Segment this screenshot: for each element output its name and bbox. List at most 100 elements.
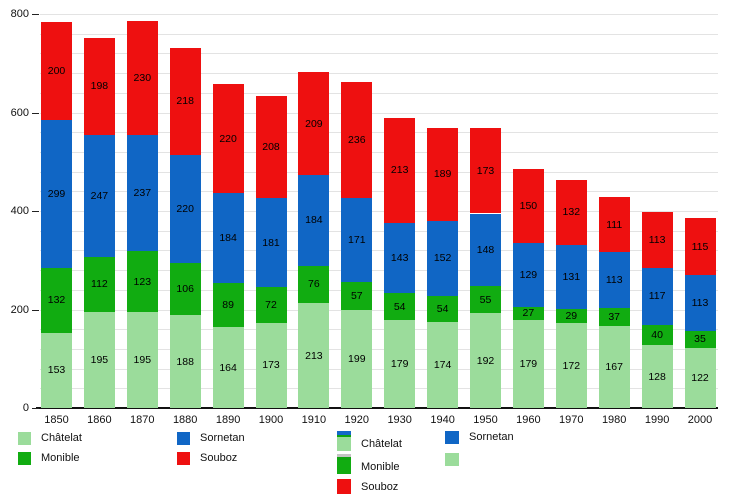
bar-value-label: 188: [176, 355, 194, 368]
bar-segment-souboz: [298, 72, 330, 175]
bar-value-label: 123: [133, 275, 152, 288]
bar-segment-monible: [384, 293, 416, 320]
bar-segment-souboz: [512, 169, 544, 243]
bar-value-label: 220: [176, 203, 194, 215]
bar-segment-monible: [641, 325, 673, 345]
bar-1940: 174 54 152 189: [427, 0, 459, 408]
bar-segment-souboz: [212, 84, 244, 193]
bar-1880: 188 106 220 218: [169, 0, 201, 408]
legend-swatch-layer: [18, 432, 31, 445]
bar-segment-chtelat: [427, 322, 459, 408]
legend-item-monible: Monible: [337, 454, 537, 474]
bar-value-label: 153: [47, 364, 66, 377]
legend-swatch-layer: [337, 457, 351, 460]
legend-item-souboz: Souboz: [337, 479, 537, 494]
bar-value-label: 55: [479, 293, 492, 306]
bar-value-label: 40: [651, 329, 663, 342]
gridline: [40, 309, 718, 311]
bar-1950: 192 55 148 173: [470, 0, 501, 408]
bar-segment-chtelat: [83, 312, 115, 408]
y-axis-label: 600: [10, 106, 29, 119]
y-axis-tick: [32, 112, 39, 114]
y-axis-tick: [32, 408, 39, 409]
legend-label: Monible: [361, 461, 400, 473]
gridline: [40, 289, 718, 291]
bar-value-label: 112: [91, 278, 108, 291]
bar-1920: 199 57 171 236: [341, 0, 373, 408]
bar-segment-sornetan: [555, 244, 587, 309]
bar-segment-chtelat: [512, 319, 544, 408]
bar-value-label: 200: [47, 65, 66, 78]
gridline: [40, 33, 718, 35]
bar-1930: 179 54 143 213: [384, 0, 416, 408]
bar-value-label: 37: [608, 310, 621, 323]
bar-segment-souboz: [255, 95, 287, 199]
bar-value-label: 72: [265, 299, 277, 312]
legend-label: Châtelat: [41, 432, 82, 444]
legend-swatch-layer: [337, 460, 351, 474]
bar-value-label: 128: [648, 370, 666, 383]
bar-value-label: 131: [562, 270, 581, 283]
legend-label: Sornetan: [469, 431, 514, 443]
legend-label: Souboz: [200, 452, 238, 464]
x-axis-label: 1920: [344, 414, 370, 426]
bar-segment-monible: [512, 306, 544, 320]
bar-1960: 179 27 129 150: [512, 0, 544, 408]
bar-value-label: 181: [262, 236, 280, 249]
bar-segment-monible: [41, 267, 72, 333]
bar-value-label: 115: [691, 240, 709, 253]
bar-value-label: 54: [393, 300, 406, 313]
bar-value-label: 148: [476, 243, 495, 256]
bar-segment-souboz: [126, 21, 158, 135]
legend-item-sornetan: Sornetan: [445, 431, 645, 444]
gridline: [40, 329, 718, 331]
bar-segment-chtelat: [384, 319, 416, 408]
bar-value-label: 132: [562, 206, 581, 218]
bar-segment-souboz: [41, 21, 72, 121]
x-axis-label: 1890: [215, 414, 241, 426]
bar-value-label: 113: [605, 273, 623, 286]
bar-segment-souboz: [598, 197, 630, 252]
legend-swatch: [18, 452, 31, 465]
gridline: [40, 250, 718, 252]
bar-value-label: 184: [305, 214, 323, 227]
bar-segment-chtelat: [598, 325, 630, 408]
legend-label: Sornetan: [200, 432, 245, 444]
legend-swatch-layer: [445, 431, 459, 444]
bar-segment-souboz: [555, 179, 587, 245]
x-axis-label: 1900: [258, 414, 284, 426]
legend-swatch: [445, 453, 459, 466]
bar-value-label: 152: [433, 252, 452, 265]
bar-value-label: 89: [222, 299, 234, 312]
bar-value-label: 218: [176, 95, 194, 108]
bar-segment-souboz: [684, 218, 716, 275]
bar-value-label: 213: [390, 164, 409, 177]
bar-segment-souboz: [427, 127, 459, 221]
bar-value-label: 122: [691, 372, 709, 384]
bar-value-label: 106: [176, 283, 194, 296]
bar-value-label: 173: [476, 164, 495, 177]
x-axis-label: 1880: [172, 414, 198, 426]
bar-value-label: 189: [433, 168, 452, 181]
legend-item-unlabeled: [445, 453, 645, 466]
bar-value-label: 54: [436, 303, 449, 315]
bar-value-label: 299: [47, 188, 66, 200]
gridline: [40, 230, 718, 232]
y-axis-tick: [32, 309, 39, 311]
bar-1890: 164 89 184 220: [212, 0, 244, 408]
bar-value-label: 213: [305, 349, 323, 362]
legend-swatch-layer: [177, 452, 190, 465]
bar-1860: 195 112 247 198: [83, 0, 115, 408]
bar-segment-souboz: [341, 81, 373, 198]
bar-segment-sornetan: [83, 135, 115, 257]
bar-segment-chtelat: [641, 345, 673, 408]
bar-value-label: 173: [262, 359, 280, 372]
bar-segment-monible: [341, 281, 373, 310]
x-axis-label: 1980: [601, 414, 627, 426]
bar-segment-sornetan: [384, 222, 416, 294]
bar-value-label: 199: [348, 353, 366, 365]
bar-value-label: 179: [519, 357, 538, 370]
bar-segment-chtelat: [341, 310, 373, 408]
legend-label: Monible: [41, 452, 80, 464]
